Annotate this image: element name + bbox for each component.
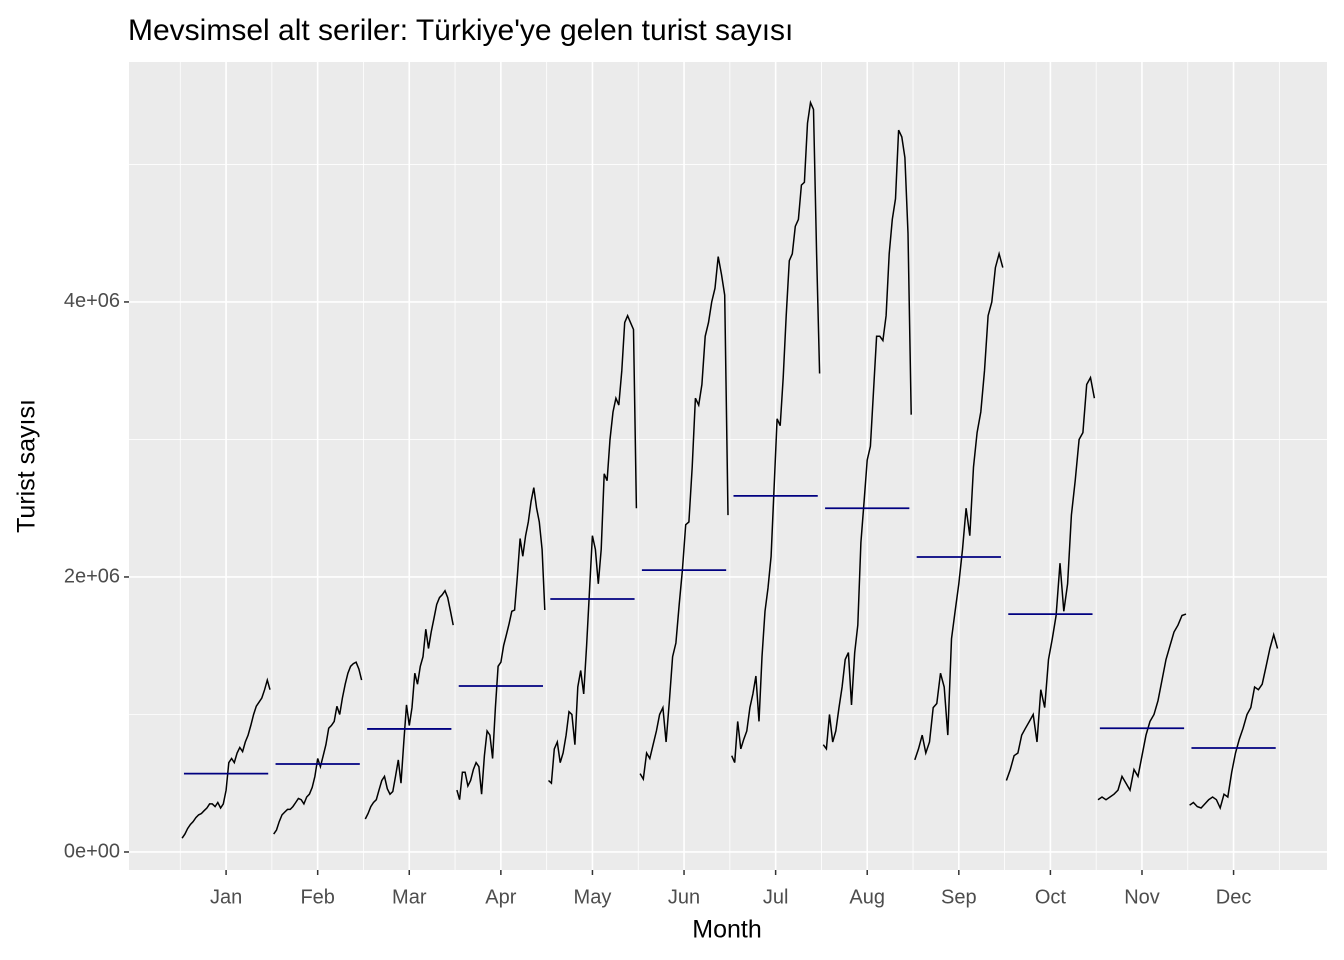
subseries-line	[1097, 613, 1187, 801]
chart-title: Mevsimsel alt seriler: Türkiye'ye gelen …	[128, 14, 793, 47]
subseries-line	[731, 99, 821, 763]
subseries-line	[639, 256, 729, 782]
subseries-line	[1189, 631, 1279, 811]
x-tick-label: Jul	[763, 886, 789, 908]
x-tick-label: May	[574, 886, 612, 908]
x-tick-label: Dec	[1216, 886, 1252, 908]
y-tick-label: 2e+06	[64, 565, 120, 587]
subseries-line	[456, 487, 546, 800]
subseries-line	[547, 313, 638, 785]
subseries-line	[914, 250, 1004, 761]
subseries-line	[364, 589, 454, 820]
subseries-line	[273, 661, 363, 835]
subseries-line	[822, 129, 912, 751]
x-tick-label: Sep	[941, 886, 977, 908]
x-tick-label: Oct	[1035, 886, 1067, 908]
y-axis-label: Turist sayısı	[13, 399, 41, 533]
x-tick-label: Jan	[210, 886, 242, 908]
x-axis-label: Month	[692, 916, 761, 944]
y-tick-label: 4e+06	[64, 290, 120, 312]
y-tick-label: 0e+00	[64, 840, 120, 862]
x-tick-label: Aug	[849, 886, 885, 908]
x-tick-label: Nov	[1124, 886, 1160, 908]
x-tick-label: Jun	[668, 886, 700, 908]
x-tick-label: Feb	[300, 886, 334, 908]
x-tick-label: Apr	[485, 886, 516, 908]
subseries-line	[1005, 375, 1096, 781]
subseries-line	[181, 677, 271, 839]
x-tick-label: Mar	[392, 886, 427, 908]
